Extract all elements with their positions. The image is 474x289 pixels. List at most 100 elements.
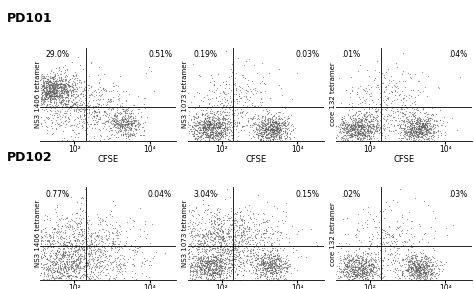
Point <box>410 128 417 132</box>
Point <box>362 133 370 138</box>
Point <box>361 271 368 276</box>
Point <box>361 124 369 129</box>
Point <box>217 128 225 133</box>
Point <box>249 268 257 273</box>
Point <box>51 105 59 110</box>
Point <box>356 123 364 128</box>
Point <box>408 258 415 263</box>
Point <box>68 253 76 258</box>
Point <box>229 247 237 251</box>
Point <box>221 85 228 90</box>
Point <box>210 260 218 264</box>
Y-axis label: core 132 tetramer: core 132 tetramer <box>330 202 336 266</box>
Point <box>71 86 78 91</box>
Point <box>355 262 363 267</box>
Point <box>425 134 432 138</box>
Point <box>241 99 248 104</box>
Point <box>53 268 60 272</box>
Point <box>277 127 284 132</box>
Point <box>232 236 239 241</box>
Point <box>206 121 213 125</box>
Point <box>409 265 416 269</box>
Point <box>386 247 394 251</box>
Point <box>345 123 352 127</box>
Point <box>37 229 45 233</box>
Point <box>414 132 422 136</box>
Point <box>210 214 218 218</box>
Point <box>275 265 283 270</box>
Point <box>271 264 278 269</box>
Point <box>68 127 75 132</box>
Point <box>279 125 287 130</box>
Point <box>210 224 218 229</box>
Point <box>40 239 47 244</box>
Point <box>337 257 345 262</box>
Point <box>268 120 275 125</box>
Point <box>416 268 424 273</box>
Point <box>363 255 370 260</box>
Point <box>77 79 84 84</box>
Point <box>47 79 55 84</box>
Point <box>408 268 415 272</box>
Point <box>347 132 355 137</box>
Point <box>69 90 76 95</box>
Point <box>365 133 373 138</box>
Point <box>214 244 221 249</box>
Point <box>200 124 207 129</box>
Point <box>269 122 277 126</box>
Point <box>357 120 365 124</box>
Point <box>260 231 267 236</box>
Point <box>203 271 211 276</box>
Point <box>270 124 277 129</box>
Point <box>56 241 64 245</box>
Point <box>128 269 136 274</box>
Point <box>197 240 205 245</box>
Point <box>422 132 430 137</box>
Point <box>229 255 237 260</box>
Point <box>121 266 128 271</box>
Point <box>46 240 53 244</box>
Point <box>418 132 426 137</box>
Point <box>81 247 88 251</box>
Point <box>200 125 207 129</box>
Point <box>79 238 86 243</box>
Point <box>412 130 420 135</box>
Point <box>253 127 261 131</box>
Point <box>94 276 102 281</box>
Point <box>384 96 392 101</box>
Point <box>254 123 261 128</box>
Point <box>217 243 225 248</box>
Point <box>443 120 451 124</box>
Point <box>270 120 278 125</box>
Point <box>192 270 200 275</box>
Point <box>364 127 372 131</box>
Point <box>421 276 429 281</box>
Point <box>348 126 356 131</box>
Point <box>262 229 270 234</box>
Point <box>425 264 433 268</box>
Point <box>365 267 373 272</box>
Point <box>233 220 241 225</box>
Point <box>385 224 392 229</box>
Point <box>406 260 413 264</box>
Point <box>205 117 213 122</box>
Point <box>371 116 379 121</box>
Point <box>353 123 361 127</box>
Point <box>217 263 225 267</box>
Point <box>414 134 422 139</box>
Point <box>259 125 266 130</box>
Point <box>204 118 212 123</box>
Point <box>269 138 276 142</box>
Point <box>269 119 276 124</box>
Point <box>133 277 140 281</box>
Point <box>91 126 99 130</box>
Point <box>59 103 67 107</box>
Point <box>187 263 195 268</box>
Point <box>397 137 405 142</box>
Point <box>46 84 53 88</box>
Point <box>211 235 219 240</box>
Point <box>359 277 366 281</box>
Point <box>38 91 46 96</box>
Point <box>48 83 55 87</box>
Point <box>130 218 138 223</box>
